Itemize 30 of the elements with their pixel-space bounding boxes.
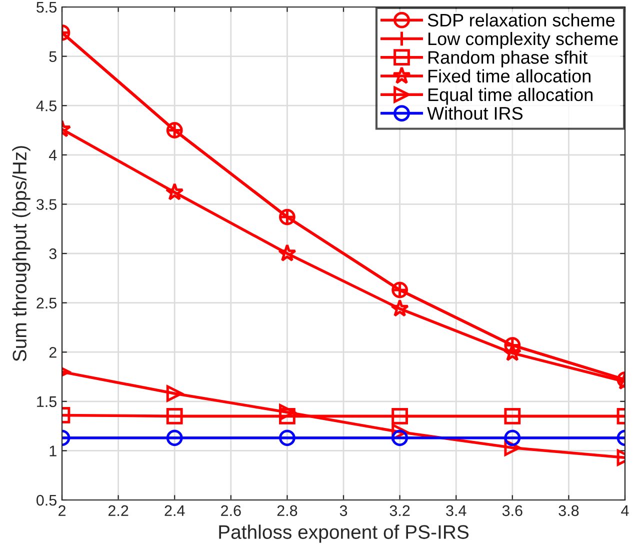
y-tick-label: 1	[50, 446, 56, 456]
legend-label: Random phase sfhit	[428, 50, 588, 68]
y-tick-label: 3	[49, 248, 56, 260]
legend-label: Low complexity scheme	[428, 32, 618, 49]
y-tick-label: 5	[49, 51, 56, 62]
y-tick-label: 3.5	[36, 199, 56, 210]
y-tick-label: 2.5	[36, 298, 56, 308]
x-tick-label: 3	[340, 505, 348, 516]
y-axis-title: Sum throughput (bps/Hz)	[12, 146, 30, 362]
x-tick-label: 2	[58, 505, 66, 516]
legend-label: SDP relaxation scheme	[428, 13, 615, 27]
y-tick-label: 1.5	[37, 396, 56, 408]
x-tick-label: 2.2	[108, 505, 128, 516]
x-tick-label: 3.4	[446, 505, 466, 516]
x-tick-label: 2.6	[221, 505, 241, 516]
x-axis-title: Pathloss exponent of PS-IRS	[219, 524, 469, 543]
y-tick-label: 4	[48, 150, 57, 160]
x-tick-label: 2.8	[277, 505, 298, 516]
y-tick-label: 2	[49, 346, 56, 358]
x-tick-label: 3.8	[558, 505, 579, 516]
y-tick-label: 0.5	[36, 494, 56, 506]
x-tick-label: 4	[621, 505, 629, 516]
x-tick-label: 3.6	[502, 505, 522, 516]
legend-label: Without IRS	[427, 106, 523, 120]
x-tick-label: 3.2	[390, 505, 410, 516]
y-tick-label: 4.5	[36, 100, 56, 112]
x-tick-label: 2.4	[164, 505, 185, 516]
y-tick-label: 5.5	[36, 2, 56, 13]
legend-label: Fixed time allocation	[428, 69, 590, 82]
legend-label: Equal time allocation	[428, 88, 592, 105]
